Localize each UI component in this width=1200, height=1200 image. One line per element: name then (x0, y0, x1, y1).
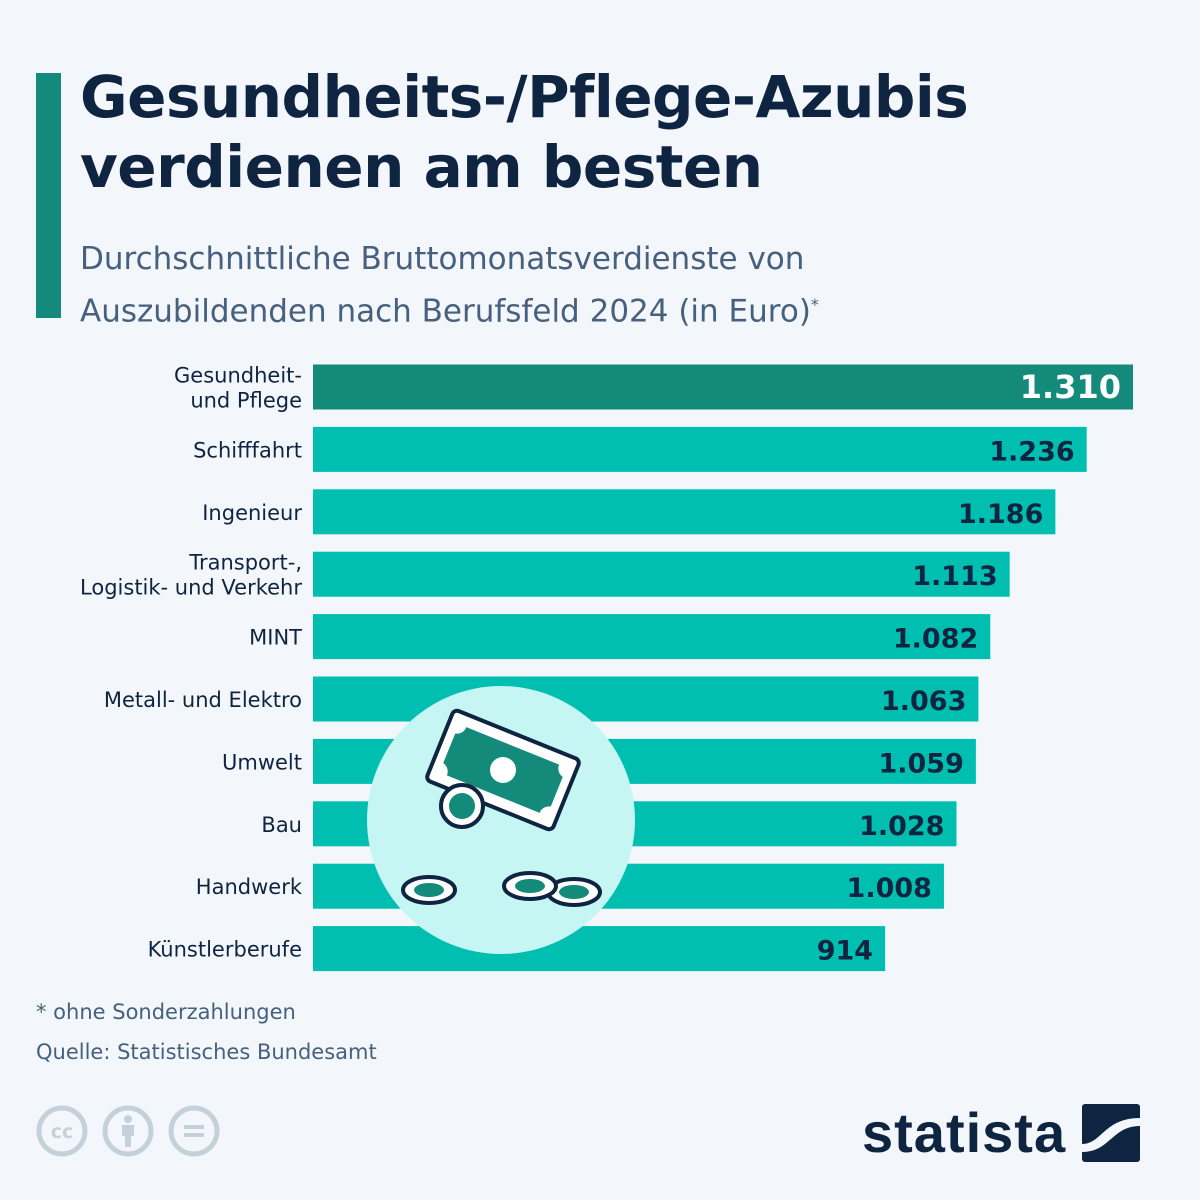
category-label: Bau (261, 813, 302, 837)
category-label-line: Handwerk (196, 875, 303, 899)
category-label: Ingenieur (202, 501, 302, 525)
category-label: Schifffahrt (193, 438, 302, 462)
statista-logo-icon (1082, 1103, 1141, 1162)
category-label-line: und Pflege (190, 389, 302, 413)
license-icons: cc (36, 1105, 220, 1157)
bar (313, 364, 1133, 410)
subtitle-line-2: Auszubildenden nach Berufsfeld 2024 (in … (80, 293, 811, 330)
title-line-2: verdienen am besten (80, 133, 763, 201)
banknote-icon (425, 708, 581, 832)
category-label: Handwerk (196, 875, 303, 899)
value-label: 1.059 (878, 748, 963, 779)
title-line-1: Gesundheits-/Pflege-Azubis (80, 63, 969, 131)
category-label: MINT (249, 626, 302, 650)
category-label: Metall- und Elektro (104, 688, 302, 712)
category-label: Gesundheit-und Pflege (174, 364, 302, 413)
value-label: 1.310 (1020, 368, 1121, 406)
title-accent-bar (36, 73, 61, 318)
footnote-marker: * (810, 295, 819, 314)
money-illustration-icon (367, 686, 635, 954)
chart-subtitle: Durchschnittliche Bruttomonatsverdienste… (80, 236, 819, 334)
bar (313, 614, 991, 660)
category-label: Künstlerberufe (148, 938, 302, 962)
value-label: 1.236 (989, 436, 1074, 467)
bar-chart: 1.310 Gesundheit-und Pflege 1.236 Schifffah… (80, 364, 1133, 972)
category-label-line: Gesundheit- (174, 364, 302, 388)
attribution-icon[interactable] (102, 1105, 154, 1157)
cc-icon[interactable]: cc (36, 1105, 88, 1157)
svg-text:cc: cc (51, 1121, 74, 1143)
labels-layer: 1.310 Gesundheit-und Pflege 1.236 Schifffah… (80, 364, 1121, 967)
bar (313, 489, 1056, 535)
value-label: 1.082 (893, 624, 978, 655)
category-label-line: MINT (249, 626, 302, 650)
category-label-line: Schifffahrt (193, 438, 302, 462)
bar (313, 926, 886, 972)
category-label-line: Logistik- und Verkehr (80, 576, 302, 600)
category-label: Transport-, Logistik- und Verkehr (80, 551, 302, 600)
value-label: 1.008 (847, 873, 932, 904)
value-label: 1.186 (958, 499, 1043, 530)
coin-flat-icon (401, 875, 457, 905)
chart-title: Gesundheits-/Pflege-Azubis verdienen am b… (80, 62, 969, 202)
no-derivatives-icon[interactable] (168, 1105, 220, 1157)
value-label: 1.028 (859, 811, 944, 842)
bar (313, 676, 979, 722)
category-label-line: Ingenieur (202, 501, 302, 525)
source-note: Quelle: Statistisches Bundesamt (36, 1040, 377, 1064)
category-label-line: Transport-, (188, 551, 302, 575)
category-label-line: Bau (261, 813, 302, 837)
category-label-line: Künstlerberufe (148, 938, 302, 962)
footnote: * ohne Sonderzahlungen (36, 1000, 296, 1024)
bar (313, 426, 1087, 472)
category-label-line: Umwelt (222, 750, 302, 774)
subtitle-line-1: Durchschnittliche Bruttomonatsverdienste… (80, 241, 805, 277)
statista-logo[interactable]: statista (862, 1100, 1141, 1165)
value-label: 1.063 (881, 686, 966, 717)
logo-text: statista (862, 1101, 1067, 1164)
value-label: 914 (817, 936, 873, 967)
value-label: 1.113 (912, 561, 997, 592)
coin-icon (439, 783, 485, 829)
category-label: Umwelt (222, 750, 302, 774)
coin-flat-icon (502, 871, 602, 907)
bar (313, 551, 1010, 597)
category-label-line: Metall- und Elektro (104, 688, 302, 712)
